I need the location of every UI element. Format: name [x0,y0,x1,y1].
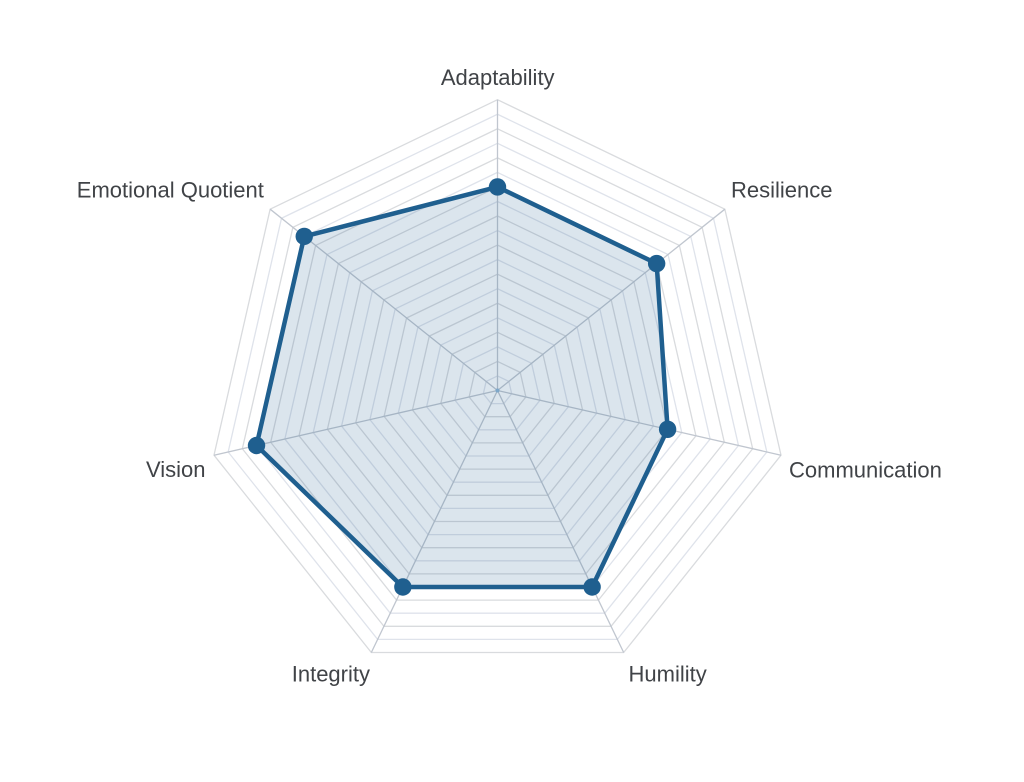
svg-text:Vision: Vision [146,457,206,482]
svg-text:Resilience: Resilience [731,177,833,202]
svg-text:Humility: Humility [629,661,707,686]
svg-text:Emotional Quotient: Emotional Quotient [77,177,264,202]
svg-text:Communication: Communication [789,458,942,483]
svg-text:Integrity: Integrity [292,661,370,686]
svg-text:Adaptability: Adaptability [441,65,555,90]
